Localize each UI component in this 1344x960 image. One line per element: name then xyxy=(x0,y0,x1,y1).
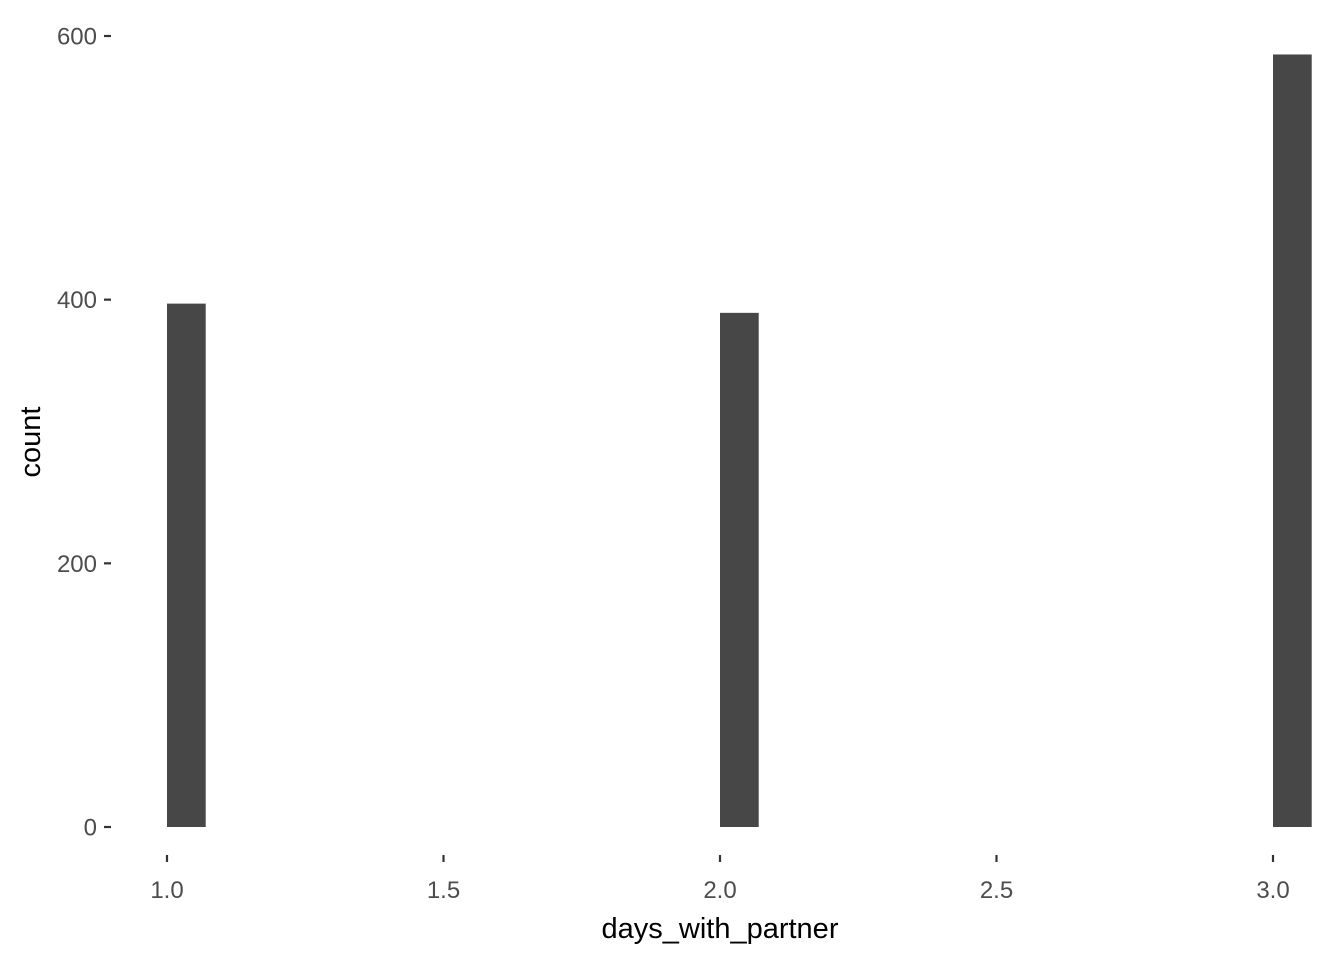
x-axis: 1.0 1.5 2.0 2.5 3.0 xyxy=(150,855,1290,904)
histogram-bar xyxy=(720,312,759,828)
histogram-bar xyxy=(1273,54,1312,827)
y-tick-label: 400 xyxy=(57,287,97,314)
y-axis-title: count xyxy=(15,407,47,478)
y-tick-label: 0 xyxy=(84,815,97,842)
x-tick-label: 2.5 xyxy=(980,877,1013,904)
x-tick-label: 3.0 xyxy=(1256,877,1289,904)
x-axis-title: days_with_partner xyxy=(602,913,839,945)
x-tick-label: 1.5 xyxy=(427,877,460,904)
y-tick-label: 200 xyxy=(57,551,97,578)
x-tick-label: 2.0 xyxy=(703,877,736,904)
x-tick-label: 1.0 xyxy=(150,877,183,904)
y-tick-label: 600 xyxy=(57,24,97,51)
histogram-bar xyxy=(167,303,206,827)
y-axis: 0 200 400 600 xyxy=(57,24,111,842)
bars xyxy=(167,54,1312,828)
